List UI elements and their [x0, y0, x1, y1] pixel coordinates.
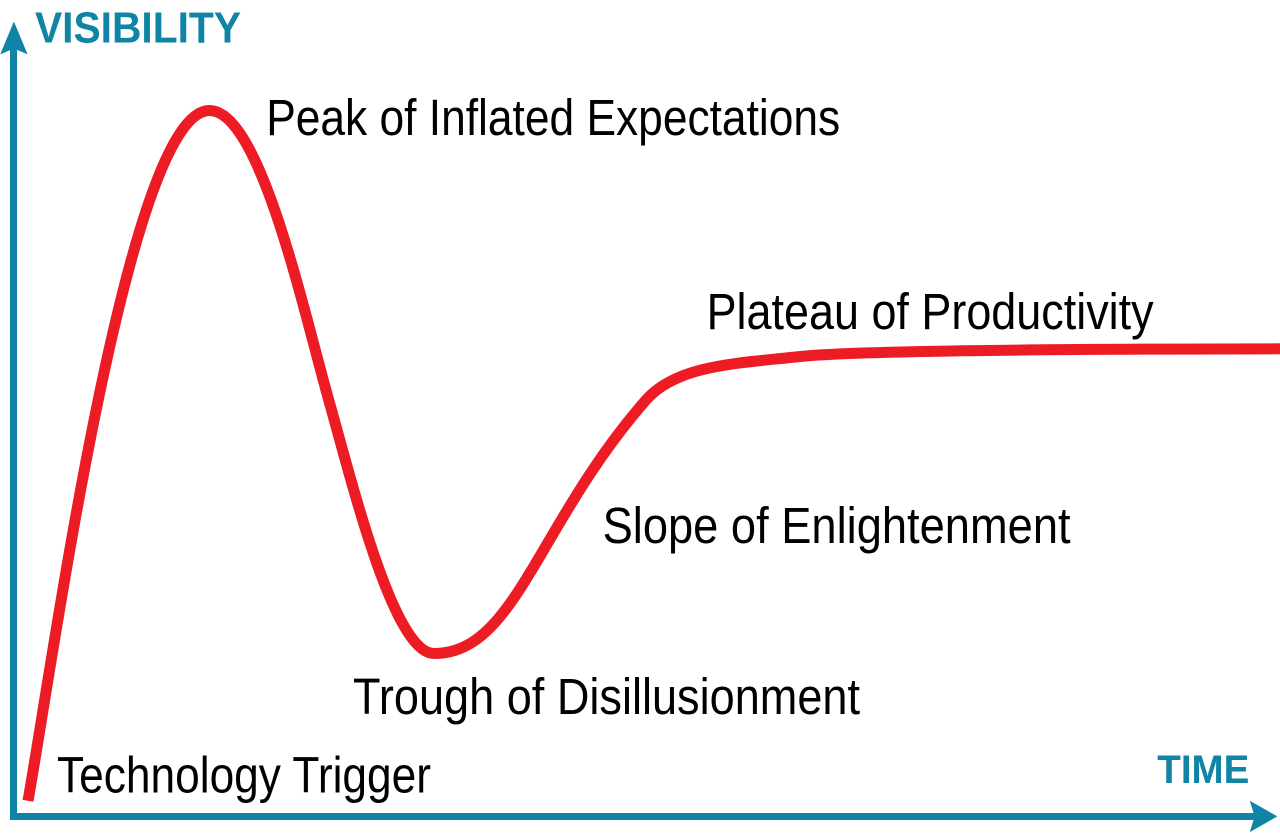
svg-text:Slope of Enlightenment: Slope of Enlightenment: [603, 497, 1071, 554]
svg-text:Trough of Disillusionment: Trough of Disillusionment: [353, 668, 860, 725]
svg-text:TIME: TIME: [1157, 748, 1249, 792]
svg-text:VISIBILITY: VISIBILITY: [35, 3, 241, 52]
svg-text:Technology Trigger: Technology Trigger: [57, 747, 431, 804]
svg-text:Peak of Inflated Expectations: Peak of Inflated Expectations: [266, 89, 840, 146]
svg-text:Plateau of Productivity: Plateau of Productivity: [707, 283, 1154, 340]
